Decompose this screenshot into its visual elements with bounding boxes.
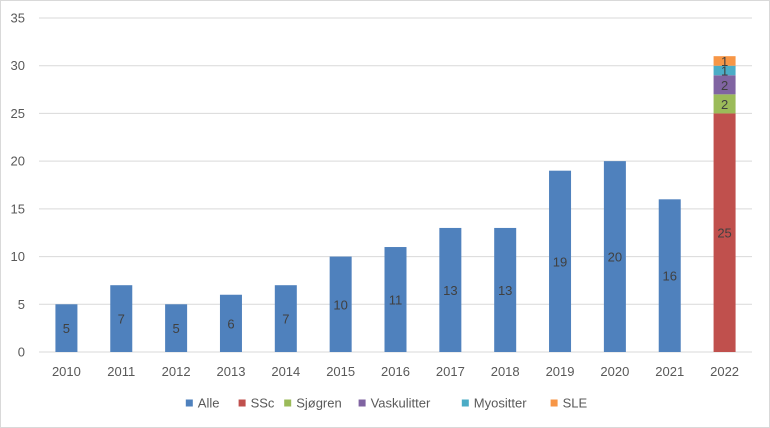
x-tick-label: 2019 xyxy=(546,364,575,379)
legend-label: Sjøgren xyxy=(296,396,342,411)
bar-alle-2012 xyxy=(165,304,188,352)
bar-alle-2016 xyxy=(384,247,407,352)
x-tick-label: 2013 xyxy=(217,364,246,379)
bars xyxy=(55,56,736,352)
legend-label: Myositter xyxy=(474,396,527,411)
bar-vaskulitter-2022 xyxy=(713,75,736,95)
bar-alle-2020 xyxy=(603,161,626,352)
bar-sle-2022 xyxy=(713,56,736,66)
y-tick-label: 35 xyxy=(11,11,25,26)
x-tick-label: 2012 xyxy=(162,364,191,379)
x-tick-label: 2021 xyxy=(655,364,684,379)
y-tick-label: 20 xyxy=(11,154,25,169)
data-label: 7 xyxy=(118,312,125,327)
x-tick-label: 2015 xyxy=(326,364,355,379)
legend-label: Alle xyxy=(198,396,220,411)
legend-swatch-sjøgren xyxy=(284,399,292,407)
data-label: 13 xyxy=(443,283,457,298)
bar-alle-2011 xyxy=(110,285,133,352)
bar-alle-2015 xyxy=(329,256,352,352)
bar-ssc-2022 xyxy=(713,113,736,352)
legend: Alle SSc Sjøgren Vaskulitter Myositter SLE xyxy=(185,396,588,411)
x-tick-label: 2017 xyxy=(436,364,465,379)
data-label: 2 xyxy=(721,78,728,93)
y-tick-label: 0 xyxy=(18,345,25,360)
legend-label: Vaskulitter xyxy=(371,396,431,411)
data-label: 25 xyxy=(717,226,731,241)
data-label: 10 xyxy=(333,297,347,312)
bar-sjøgren-2022 xyxy=(713,94,736,114)
data-label: 2 xyxy=(721,97,728,112)
data-label: 19 xyxy=(553,254,567,269)
data-label: 6 xyxy=(227,316,234,331)
y-tick-label: 5 xyxy=(18,297,25,312)
bar-alle-2014 xyxy=(274,285,297,352)
legend-label: SSc xyxy=(251,396,275,411)
x-tick-label: 2018 xyxy=(491,364,520,379)
bar-myositter-2022 xyxy=(713,65,736,76)
legend-swatch-sle xyxy=(550,399,558,407)
legend-swatch-ssc xyxy=(238,399,246,407)
y-tick-label: 10 xyxy=(11,249,25,264)
legend-label: SLE xyxy=(563,396,588,411)
bar-alle-2017 xyxy=(439,227,462,352)
x-tick-label: 2011 xyxy=(107,364,135,379)
y-tick-label: 15 xyxy=(11,201,25,216)
y-axis-ticks: 0 5 10 15 20 25 30 35 xyxy=(11,11,25,360)
bar-alle-2013 xyxy=(219,294,242,352)
y-tick-label: 30 xyxy=(11,58,25,73)
x-tick-label: 2020 xyxy=(600,364,629,379)
data-label: 5 xyxy=(63,321,70,336)
legend-swatch-myositter xyxy=(461,399,469,407)
x-axis-ticks: 2010 2011 2012 2013 2014 2015 2016 2017 2018 2019… xyxy=(52,364,739,379)
bar-alle-2021 xyxy=(658,199,681,352)
bar-alle-2019 xyxy=(549,170,572,352)
data-label: 13 xyxy=(498,283,512,298)
legend-swatch-alle xyxy=(185,399,193,407)
data-label: 16 xyxy=(662,269,676,284)
legend-swatch-vaskulitter xyxy=(358,399,366,407)
bar-alle-2010 xyxy=(55,304,78,352)
x-tick-label: 2014 xyxy=(271,364,300,379)
x-tick-label: 2010 xyxy=(52,364,81,379)
data-label: 20 xyxy=(608,250,622,265)
x-tick-label: 2022 xyxy=(710,364,739,379)
y-tick-label: 25 xyxy=(11,106,25,121)
data-label: 5 xyxy=(172,321,179,336)
x-tick-label: 2016 xyxy=(381,364,410,379)
data-label: 1 xyxy=(721,63,728,78)
data-label: 7 xyxy=(282,312,289,327)
data-label: 11 xyxy=(389,293,403,308)
bar-alle-2018 xyxy=(494,227,517,352)
data-label: 1 xyxy=(721,54,728,69)
